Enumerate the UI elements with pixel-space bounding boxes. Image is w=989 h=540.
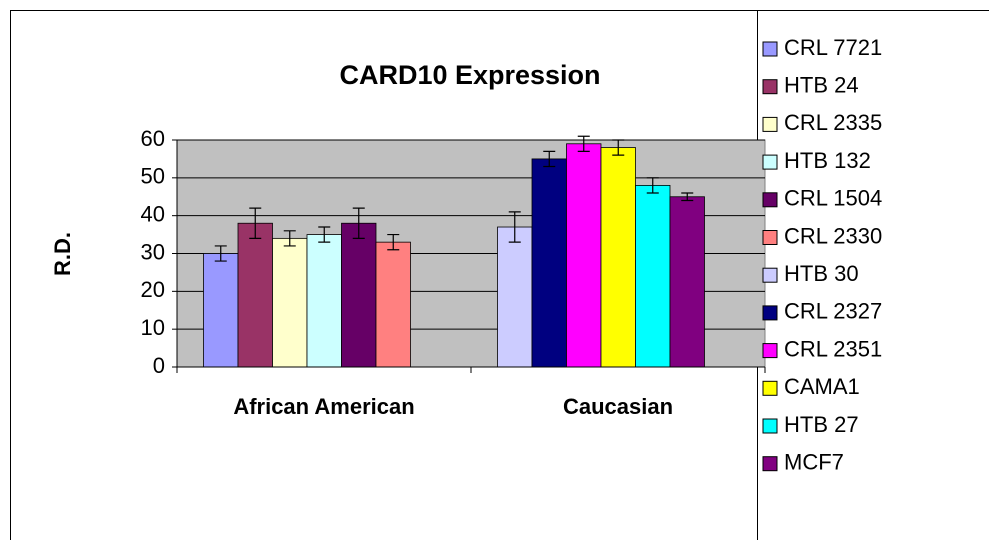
bar <box>566 143 602 368</box>
legend-swatch <box>762 41 778 57</box>
legend-swatch <box>762 343 778 359</box>
error-bar <box>646 177 659 194</box>
y-tick-label: 0 <box>153 353 165 378</box>
legend-label: CRL 7721 <box>784 35 882 60</box>
legend-swatch <box>762 154 778 170</box>
error-bar <box>543 150 556 168</box>
error-bar <box>612 139 625 156</box>
legend-label: HTB 27 <box>784 412 859 437</box>
legend-box <box>757 10 989 540</box>
bar <box>669 196 705 368</box>
legend-label: HTB 30 <box>784 261 859 286</box>
error-bar <box>577 135 590 152</box>
x-tick-label: Caucasian <box>563 394 673 419</box>
bar <box>237 222 273 368</box>
error-bar <box>249 207 262 239</box>
legend-label: CRL 1504 <box>784 186 882 211</box>
bar <box>600 147 636 368</box>
error-bar <box>214 245 227 262</box>
bar <box>203 253 239 368</box>
legend-label: HTB 132 <box>784 148 871 173</box>
y-tick-label: 20 <box>141 277 165 302</box>
legend-label: CAMA1 <box>784 374 860 399</box>
legend-swatch <box>762 456 778 472</box>
legend-label: CRL 2335 <box>784 110 882 135</box>
y-tick-label: 60 <box>141 126 165 151</box>
bar <box>272 237 308 368</box>
x-tick-label: African American <box>233 394 414 419</box>
legend-swatch <box>762 267 778 283</box>
legend-swatch <box>762 380 778 396</box>
legend-swatch <box>762 418 778 434</box>
chart-title: CARD10 Expression <box>339 60 600 90</box>
bar <box>341 222 377 368</box>
error-bar <box>318 226 331 243</box>
legend-swatch <box>762 79 778 95</box>
y-tick-label: 10 <box>141 315 165 340</box>
bar <box>306 234 342 368</box>
bar <box>375 241 411 368</box>
legend-label: CRL 2330 <box>784 223 882 248</box>
error-bar <box>681 192 694 202</box>
error-bar <box>387 233 400 251</box>
error-bar <box>283 230 296 247</box>
bar <box>497 226 533 368</box>
bar <box>635 184 671 368</box>
legend-label: HTB 24 <box>784 73 859 98</box>
legend-swatch <box>762 230 778 245</box>
y-tick-label: 50 <box>141 164 165 189</box>
error-bar <box>352 207 365 239</box>
bar <box>531 158 567 368</box>
legend-label: MCF7 <box>784 450 844 475</box>
legend-swatch <box>762 305 778 321</box>
legend-swatch <box>762 116 778 132</box>
legend-label: CRL 2327 <box>784 299 882 324</box>
y-tick-label: 30 <box>141 239 165 264</box>
legend-label: CRL 2351 <box>784 336 882 361</box>
y-axis-label: R.D. <box>50 232 75 276</box>
y-tick-label: 40 <box>141 201 165 226</box>
legend-swatch <box>762 192 778 208</box>
error-bar <box>508 211 521 243</box>
